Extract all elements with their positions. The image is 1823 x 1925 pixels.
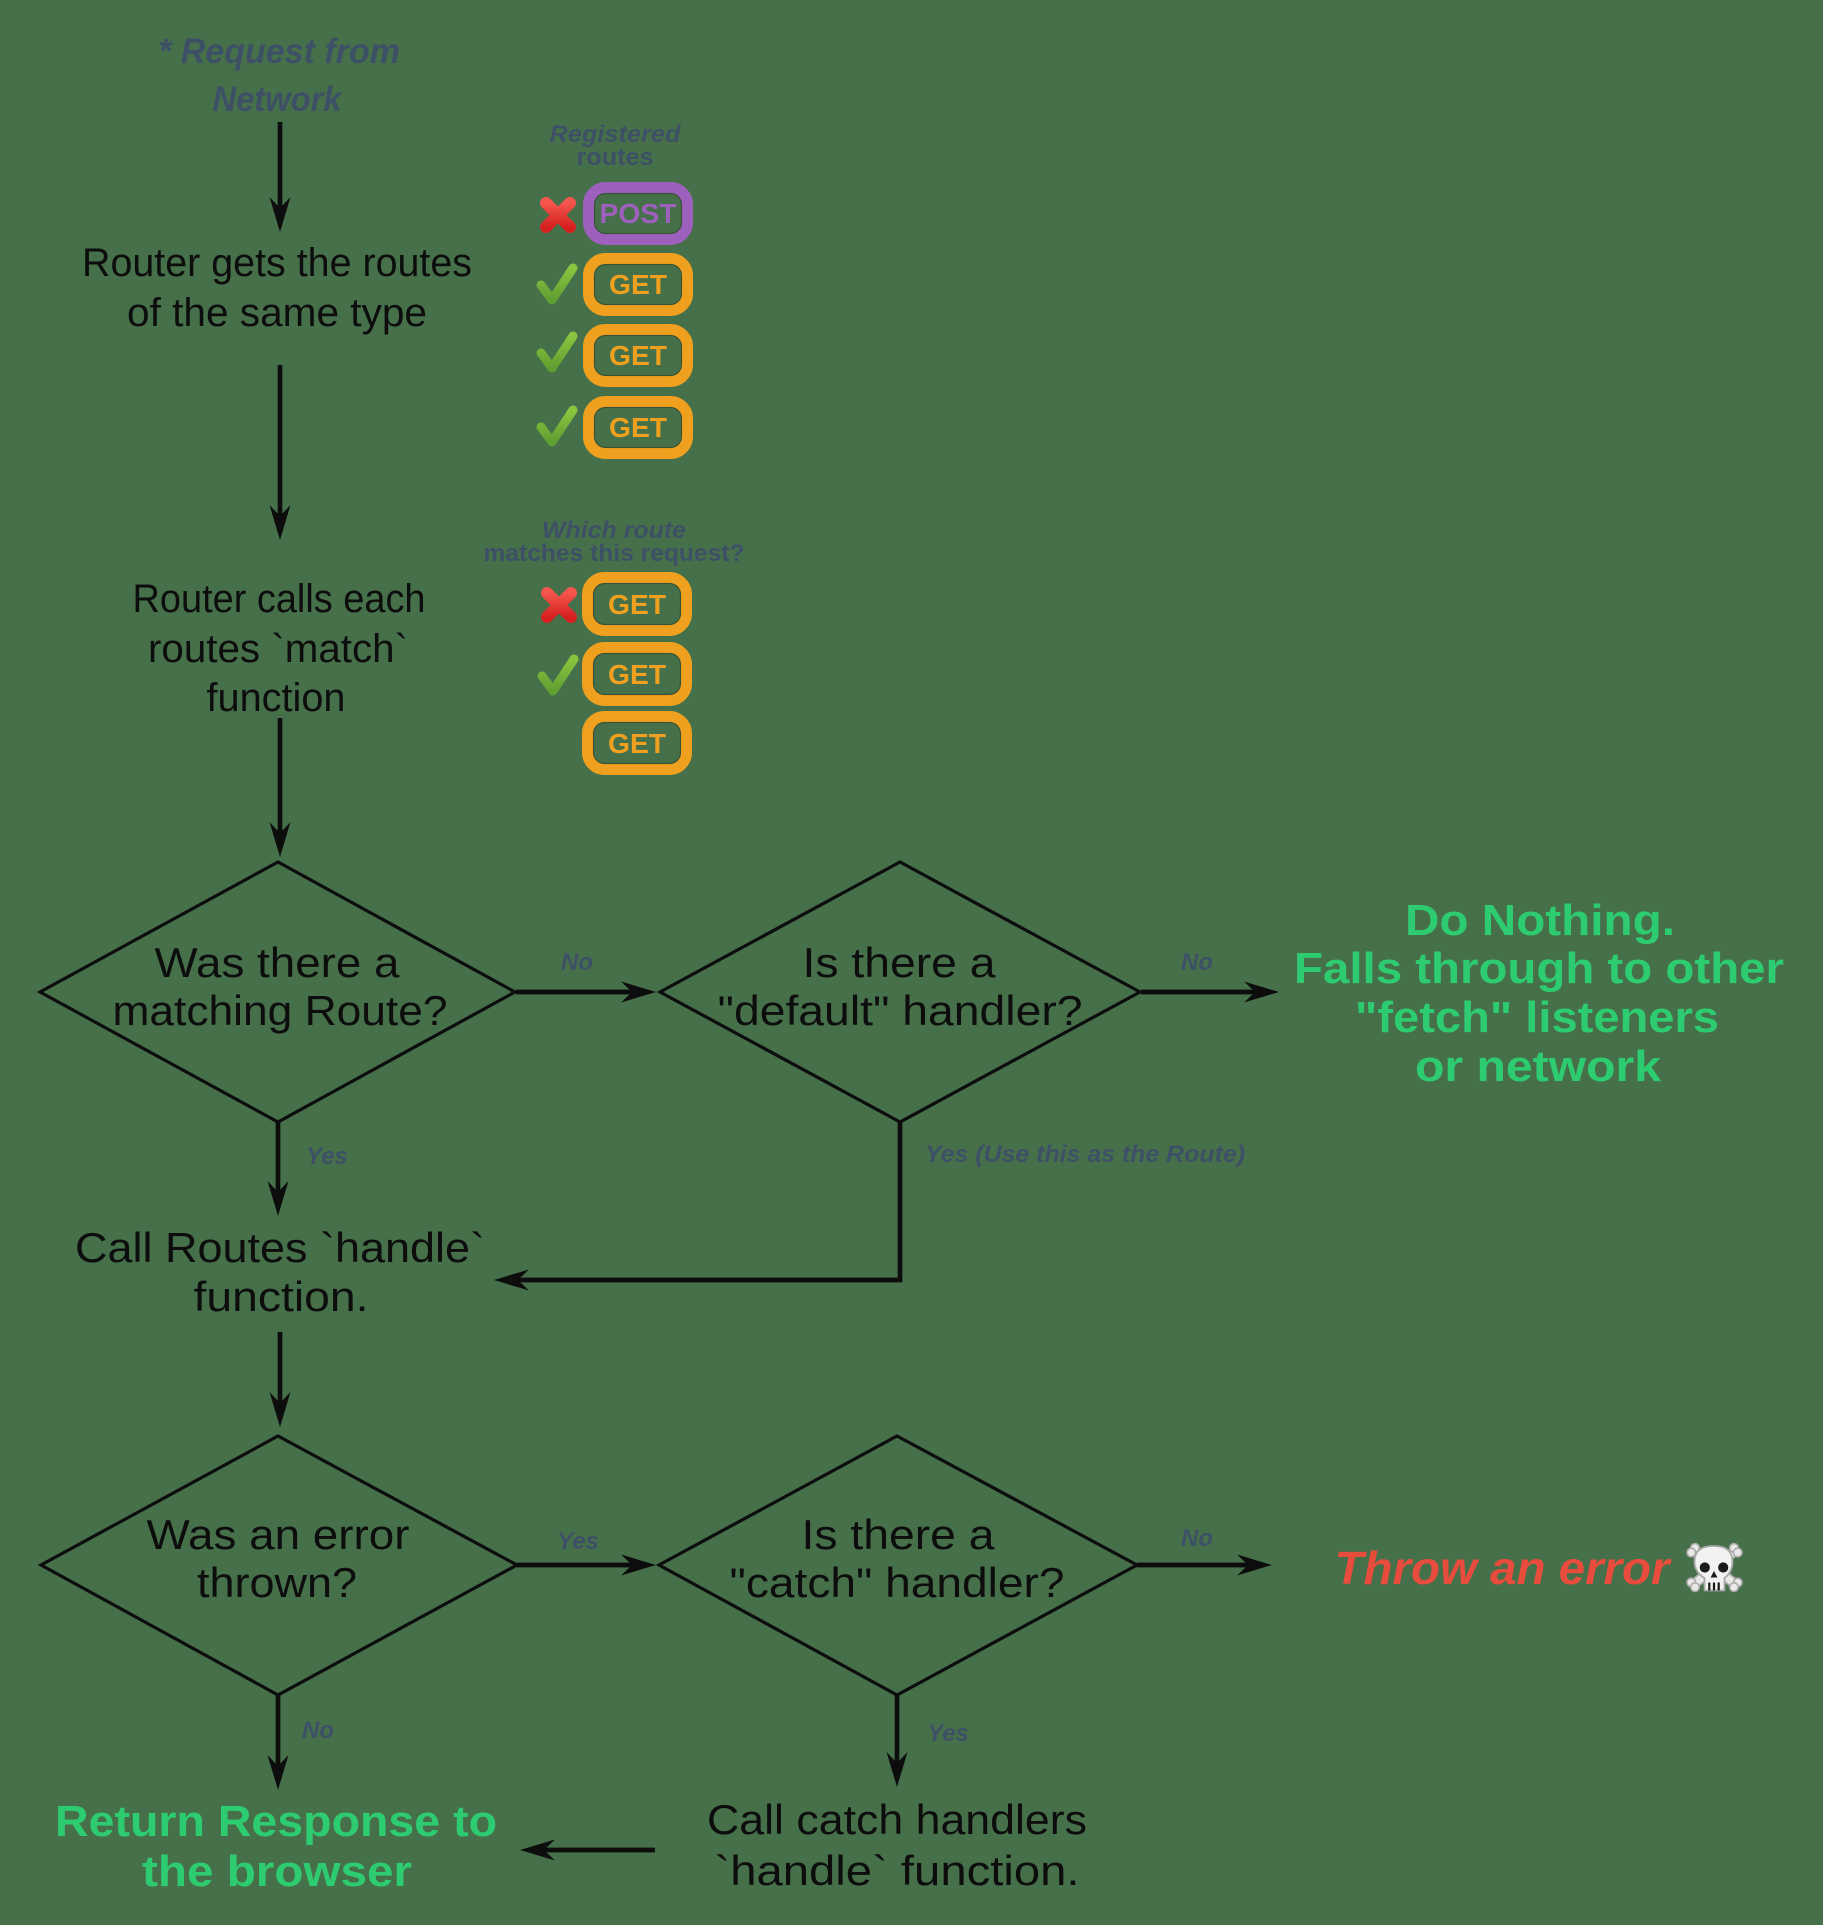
svg-text:No: No xyxy=(302,1717,334,1744)
svg-text:function: function xyxy=(207,676,346,720)
svg-text:Yes: Yes xyxy=(927,1720,969,1747)
svg-text:No: No xyxy=(561,949,593,976)
svg-text:Yes: Yes xyxy=(306,1143,348,1170)
svg-text:Network: Network xyxy=(213,80,343,119)
svg-text:GET: GET xyxy=(608,589,666,620)
svg-text:"fetch" listeners: "fetch" listeners xyxy=(1355,993,1719,1042)
svg-text:Was there a: Was there a xyxy=(155,939,401,986)
svg-text:of the same type: of the same type xyxy=(127,291,427,335)
svg-text:Registered: Registered xyxy=(550,121,682,148)
svg-text:GET: GET xyxy=(609,269,667,300)
svg-text:Call catch handlers: Call catch handlers xyxy=(707,1796,1087,1843)
svg-text:* Request from: * Request from xyxy=(158,32,400,71)
svg-text:No: No xyxy=(1181,949,1213,976)
svg-text:"default" handler?: "default" handler? xyxy=(718,987,1083,1034)
svg-text:or network: or network xyxy=(1415,1042,1662,1091)
svg-text:Falls through to other: Falls through to other xyxy=(1294,944,1784,993)
svg-text:GET: GET xyxy=(609,412,667,443)
svg-text:routes: routes xyxy=(577,144,654,171)
svg-text:Router calls each: Router calls each xyxy=(133,577,426,621)
svg-text:matching Route?: matching Route? xyxy=(113,987,448,1034)
svg-text:Call Routes `handle`: Call Routes `handle` xyxy=(75,1224,485,1271)
svg-text:Do Nothing.: Do Nothing. xyxy=(1405,896,1675,945)
svg-text:GET: GET xyxy=(608,659,666,690)
svg-text:GET: GET xyxy=(608,728,666,759)
svg-text:GET: GET xyxy=(609,340,667,371)
svg-text:"catch" handler?: "catch" handler? xyxy=(730,1559,1065,1606)
svg-text:`handle` function.: `handle` function. xyxy=(715,1847,1080,1894)
svg-text:Throw an error: Throw an error xyxy=(1335,1542,1672,1594)
svg-text:Router gets the routes: Router gets the routes xyxy=(82,241,472,285)
svg-text:thrown?: thrown? xyxy=(197,1559,357,1606)
svg-text:Yes: Yes xyxy=(557,1528,599,1555)
svg-text:Return Response to: Return Response to xyxy=(55,1797,497,1846)
svg-text:routes `match`: routes `match` xyxy=(148,627,408,671)
svg-text:No: No xyxy=(1181,1525,1213,1552)
svg-text:Was an error: Was an error xyxy=(147,1511,410,1558)
svg-text:Is there a: Is there a xyxy=(803,939,997,986)
svg-text:function.: function. xyxy=(194,1273,369,1320)
svg-text:POST: POST xyxy=(600,198,677,229)
svg-text:matches this request?: matches this request? xyxy=(484,540,745,567)
svg-text:Is there a: Is there a xyxy=(802,1511,996,1558)
svg-text:Which route: Which route xyxy=(542,517,686,544)
svg-text:Yes (Use this as the Route): Yes (Use this as the Route) xyxy=(925,1141,1245,1168)
svg-text:the browser: the browser xyxy=(142,1847,412,1896)
